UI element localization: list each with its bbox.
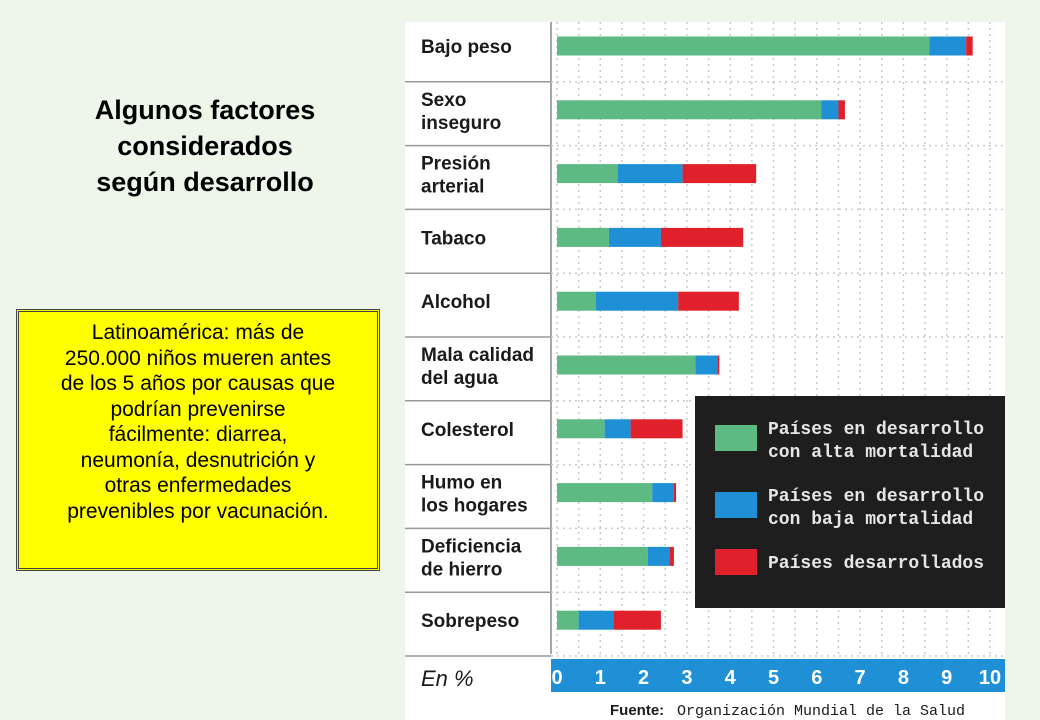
category-label: Alcohol xyxy=(421,292,491,313)
category-label: Presión xyxy=(421,154,491,175)
source-text: Organización Mundial de la Salud xyxy=(677,703,965,720)
bar-segment xyxy=(613,610,661,630)
bar-segment xyxy=(682,164,757,184)
bar-segment xyxy=(557,419,605,439)
bar-segment xyxy=(647,546,670,566)
bar-segment xyxy=(557,546,648,566)
bar-segment xyxy=(608,227,661,247)
bar-segment xyxy=(617,164,683,184)
legend-swatch xyxy=(715,492,757,518)
bar-segment xyxy=(557,483,653,503)
bar-segment xyxy=(557,36,930,56)
x-tick-label: 7 xyxy=(855,667,866,689)
bar-segment xyxy=(695,355,718,375)
note-line: otras enfermedades xyxy=(104,474,292,497)
x-tick-label: 9 xyxy=(941,667,952,689)
note-line: prevenibles por vacunación. xyxy=(67,499,329,523)
x-tick-label: 0 xyxy=(551,667,562,689)
note-line: podrían prevenirse xyxy=(110,397,286,421)
x-axis-label: En % xyxy=(421,666,474,691)
bar-segment xyxy=(557,164,618,184)
x-tick-label: 1 xyxy=(595,667,606,689)
bar-segment xyxy=(652,483,674,503)
category-label: Colesterol xyxy=(421,420,514,441)
bar-segment xyxy=(669,546,674,566)
bar-segment xyxy=(929,36,967,56)
legend-entry: con alta mortalidad xyxy=(768,443,973,463)
category-label: Sexo xyxy=(421,90,466,111)
bar-segment xyxy=(673,483,677,503)
legend-entry: con baja mortalidad xyxy=(768,510,973,530)
legend-entry: Países desarrollados xyxy=(768,554,984,574)
legend-swatch xyxy=(715,425,757,451)
category-label: Sobrepeso xyxy=(421,611,519,632)
x-tick-label: 4 xyxy=(725,667,737,689)
category-label: del agua xyxy=(421,368,499,389)
bar-segment xyxy=(838,100,845,120)
bar-segment xyxy=(557,227,609,247)
x-tick-label: 3 xyxy=(681,667,692,689)
bar-segment xyxy=(630,419,683,439)
category-label: de hierro xyxy=(421,559,502,580)
bar-segment xyxy=(557,291,596,311)
bar-segment xyxy=(578,610,614,630)
source-label: Fuente: xyxy=(610,702,664,719)
category-label: los hogares xyxy=(421,496,528,517)
x-tick-label: 6 xyxy=(811,667,822,689)
bar-segment xyxy=(557,100,822,120)
bar-segment xyxy=(717,355,720,375)
category-label: arterial xyxy=(421,177,484,198)
note-line: 250.000 niños mueren antes xyxy=(64,346,332,370)
bar-segment xyxy=(821,100,839,120)
note-box: Latinoamérica: más de 250.000 niños muere… xyxy=(16,309,380,571)
title-line: considerados xyxy=(117,131,293,161)
bar-segment xyxy=(557,610,579,630)
legend-entry: Países en desarrollo xyxy=(768,420,984,440)
slide-title: Algunos factores considerados según desarr… xyxy=(40,92,370,200)
category-label: Deficiencia xyxy=(421,536,522,557)
x-tick-label: 10 xyxy=(979,667,1001,689)
x-tick-label: 5 xyxy=(768,667,779,689)
bar-segment xyxy=(595,291,679,311)
category-label: Mala calidad xyxy=(421,345,534,366)
note-line: neumonía, desnutrición y xyxy=(80,448,316,472)
category-label: Tabaco xyxy=(421,228,486,249)
category-label: Humo en xyxy=(421,473,502,494)
bar-segment xyxy=(660,227,744,247)
legend-swatch xyxy=(715,549,757,575)
x-tick-label: 2 xyxy=(638,667,649,689)
note-line: Latinoamérica: más de xyxy=(91,321,305,344)
bar-segment xyxy=(557,355,696,375)
legend-entry: Países en desarrollo xyxy=(768,487,984,507)
bar-segment xyxy=(966,36,973,56)
title-line: según desarrollo xyxy=(96,167,314,197)
category-label: Bajo peso xyxy=(421,37,512,58)
chart-panel: Bajo peso Sexo inseguro Presión arterial Taba… xyxy=(405,22,1005,720)
x-tick-label: 8 xyxy=(898,667,909,689)
note-line: de los 5 años por causas que xyxy=(60,372,336,395)
bar-segment xyxy=(604,419,631,439)
note-line: fácilmente: diarrea, xyxy=(108,423,288,446)
bar-segment xyxy=(678,291,739,311)
category-label: inseguro xyxy=(421,113,501,134)
x-axis-band xyxy=(551,659,1005,692)
title-line: Algunos factores xyxy=(94,95,316,125)
